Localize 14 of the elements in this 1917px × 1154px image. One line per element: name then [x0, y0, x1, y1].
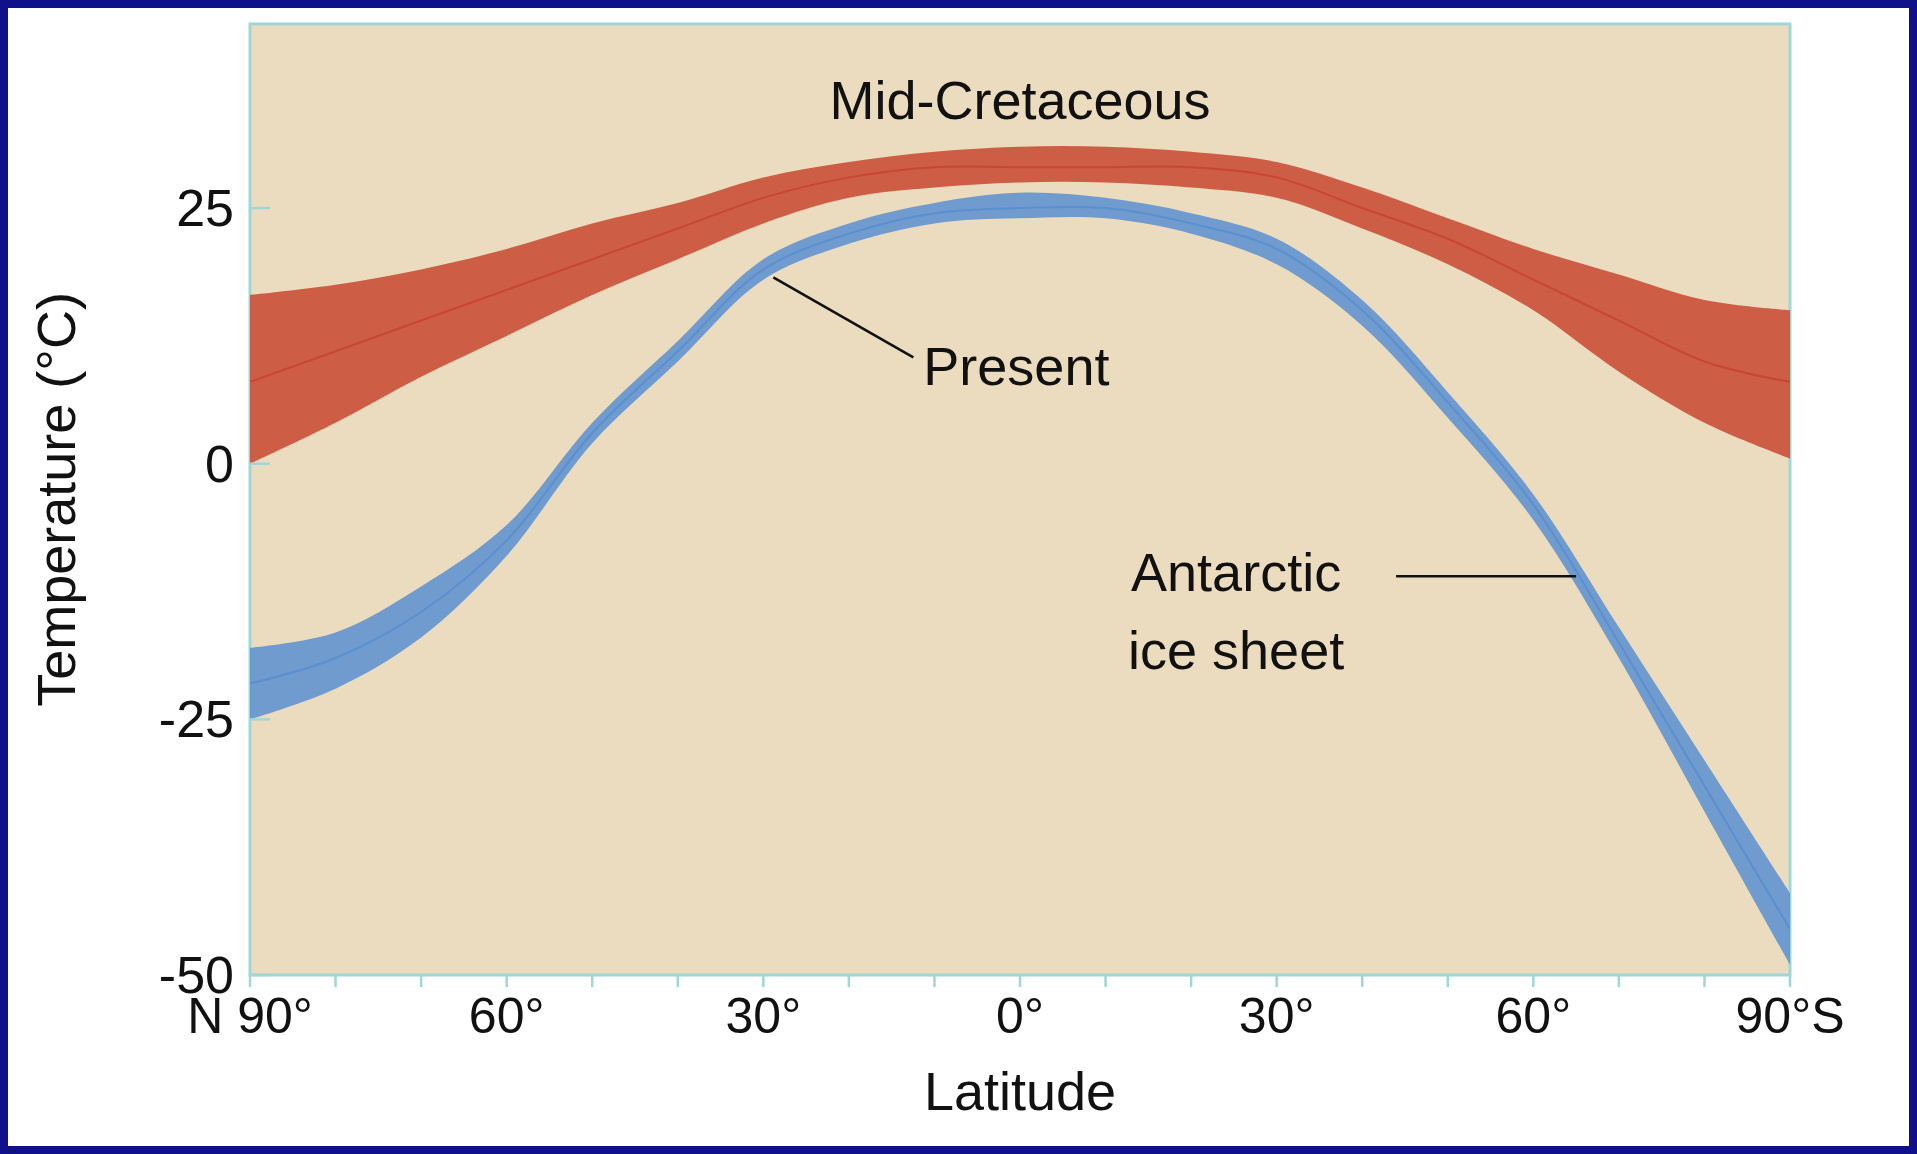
x-tick-label: 0°: [996, 988, 1044, 1044]
x-axis-title: Latitude: [923, 1061, 1117, 1121]
y-tick-label: 25: [176, 179, 234, 238]
x-tick-label: 90°S: [1735, 988, 1845, 1044]
x-tick-label: 60°: [468, 988, 545, 1044]
annotation: Antarctic ice sheet: [1128, 542, 1345, 681]
x-tick-label: 30°: [1238, 988, 1315, 1044]
y-tick-label: -25: [158, 690, 234, 749]
x-tick-label: 60°: [1495, 988, 1572, 1044]
series-label: Mid-Cretaceous: [829, 69, 1211, 130]
text: Present: [923, 336, 1110, 397]
x-tick-label: 30°: [725, 988, 802, 1044]
y-axis-title: Temperature (°C): [26, 292, 86, 707]
y-tick-label: 0: [205, 434, 234, 493]
